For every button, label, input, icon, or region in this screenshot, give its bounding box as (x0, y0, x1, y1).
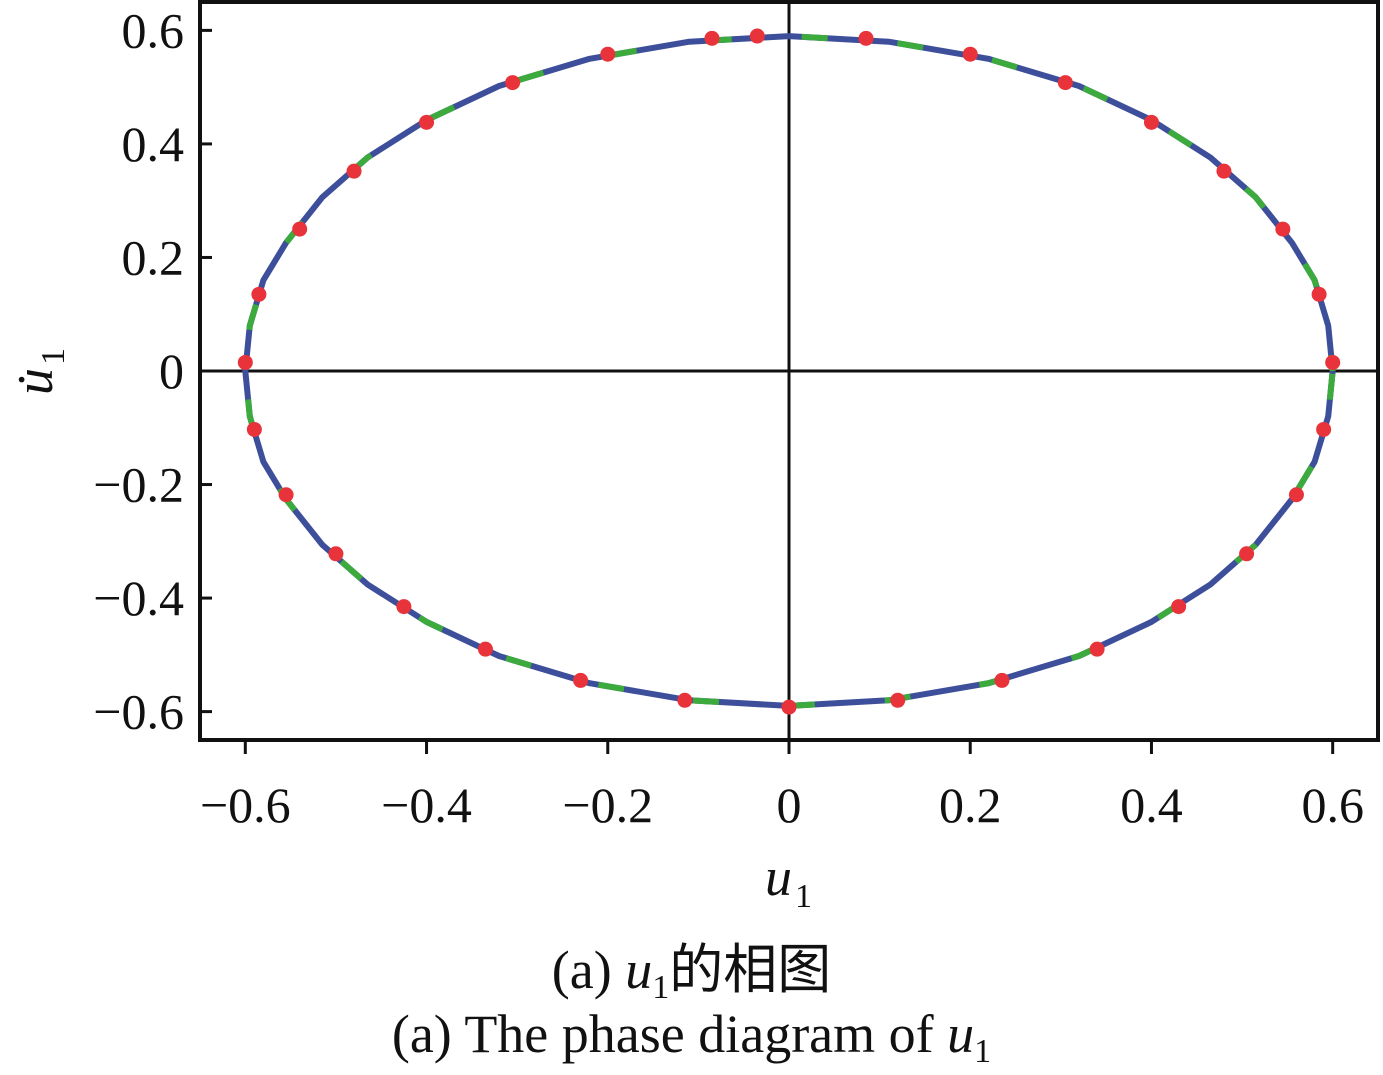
y-tick-label: 0.6 (122, 2, 185, 58)
x-tick-label: −0.6 (200, 777, 291, 833)
x-tick-label: 0 (777, 777, 802, 833)
data-point (573, 672, 589, 688)
data-point (677, 692, 693, 708)
data-point (1316, 421, 1332, 437)
data-point (419, 114, 435, 130)
data-point (477, 641, 493, 657)
data-point (962, 46, 978, 62)
phase-curve-overlay (242, 33, 1336, 709)
data-point (781, 699, 797, 715)
y-tick-label: 0.2 (122, 229, 185, 285)
data-point (328, 546, 344, 562)
data-point (1311, 286, 1327, 302)
curve-series (242, 33, 1336, 709)
data-point (1143, 114, 1159, 130)
x-tick-label: −0.4 (381, 777, 472, 833)
phase-diagram-chart: −0.6 −0.4 −0.2 0 0.2 0.4 0.6 −0.6 −0.4 −0.2 0 0.2 0… (4, 0, 1380, 915)
data-point (749, 28, 765, 44)
data-point (237, 354, 253, 370)
x-tick-label: 0.6 (1301, 777, 1364, 833)
data-point (704, 30, 720, 46)
y-tick-label: −0.6 (93, 684, 184, 740)
y-tick-label: −0.4 (93, 570, 184, 626)
x-tick-label: 0.2 (939, 777, 1002, 833)
y-axis-label: u̇1 (4, 348, 72, 395)
x-tick-label: −0.2 (562, 777, 653, 833)
data-point (292, 221, 308, 237)
data-point (1057, 75, 1073, 91)
data-point (246, 421, 262, 437)
y-tick-label: −0.2 (93, 457, 184, 513)
x-axis-ticks: −0.6 −0.4 −0.2 0 0.2 0.4 0.6 (200, 740, 1364, 833)
data-point (1275, 221, 1291, 237)
x-axis-label: u1 (765, 847, 812, 915)
marker-series (237, 28, 1341, 715)
x-tick-label: 0.4 (1120, 777, 1183, 833)
data-point (1288, 487, 1304, 503)
data-point (278, 487, 294, 503)
zero-lines (200, 2, 1378, 740)
data-point (251, 286, 267, 302)
data-point (1171, 599, 1187, 615)
data-point (346, 163, 362, 179)
y-tick-label: 0 (159, 343, 184, 399)
data-point (600, 46, 616, 62)
y-tick-label: 0.4 (122, 116, 185, 172)
data-point (1216, 163, 1232, 179)
data-point (858, 30, 874, 46)
y-axis-ticks: −0.6 −0.4 −0.2 0 0.2 0.4 0.6 (93, 2, 212, 740)
data-point (890, 692, 906, 708)
caption-chinese: (a) u1的相图 (551, 940, 832, 1006)
caption-english: (a) The phase diagram of u1 (391, 1004, 992, 1070)
data-point (396, 599, 412, 615)
data-point (1239, 546, 1255, 562)
data-point (1325, 354, 1341, 370)
data-point (505, 75, 521, 91)
data-point (994, 672, 1010, 688)
data-point (1089, 641, 1105, 657)
